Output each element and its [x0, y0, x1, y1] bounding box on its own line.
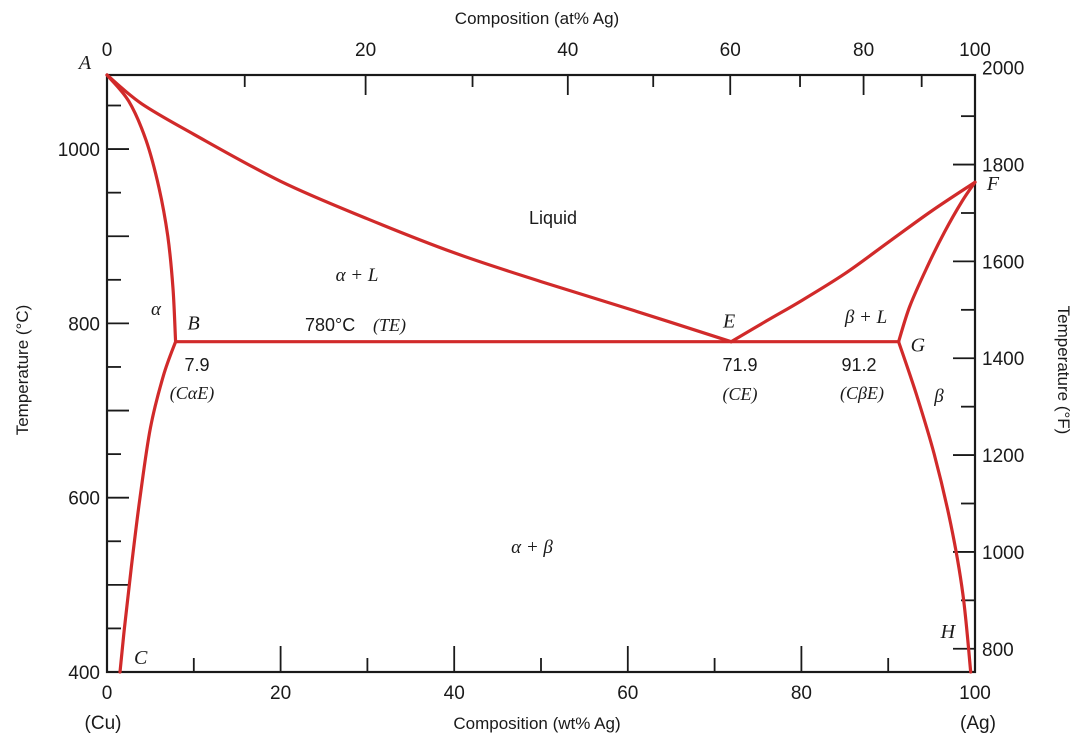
- e-symbol-label: (CE): [723, 384, 758, 405]
- top-tick-label-100: 100: [959, 40, 991, 61]
- point-label-E: E: [722, 311, 735, 333]
- eutectic-temp-label: 780°C: [305, 315, 355, 335]
- right-tick-label-1400: 1400: [982, 349, 1024, 370]
- region-beta-plus-liquid: β + L: [844, 307, 887, 328]
- bottom-tick-label-20: 20: [270, 683, 291, 704]
- boundary-solvus-right: [897, 340, 973, 674]
- bottom-tick-label-60: 60: [617, 683, 638, 704]
- bottom-tick-label-100: 100: [959, 683, 991, 704]
- boundary-solidus-left: [105, 73, 178, 344]
- top-tick-label-40: 40: [557, 40, 578, 61]
- left-axis-title: Temperature (°C): [13, 305, 32, 436]
- b-symbol-label: (CαE): [170, 383, 214, 404]
- region-liquid: Liquid: [529, 208, 577, 228]
- b-value-label: 7.9: [184, 355, 209, 375]
- point-label-A: A: [77, 52, 92, 74]
- region-beta: β: [933, 386, 944, 407]
- left-tick-label-600: 600: [68, 489, 100, 510]
- top-axis-title: Composition (at% Ag): [455, 9, 619, 28]
- point-label-F: F: [986, 173, 1000, 195]
- left-tick-label-800: 800: [68, 314, 100, 335]
- right-tick-label-1800: 1800: [982, 156, 1024, 177]
- top-tick-label-80: 80: [853, 40, 874, 61]
- right-tick-label-1000: 1000: [982, 543, 1024, 564]
- top-tick-label-20: 20: [355, 40, 376, 61]
- point-label-G: G: [911, 335, 926, 357]
- bottom-tick-label-80: 80: [791, 683, 812, 704]
- bottom-axis-title: Composition (wt% Ag): [453, 714, 620, 733]
- region-alpha-plus-liquid: α + L: [336, 265, 379, 286]
- boundary-solvus-left: [118, 340, 178, 674]
- right-tick-label-2000: 2000: [982, 59, 1024, 80]
- left-tick-label-1000: 1000: [58, 140, 100, 161]
- boundary-liquidus-right: [729, 180, 977, 344]
- right-tick-label-1600: 1600: [982, 252, 1024, 273]
- point-label-H: H: [940, 621, 957, 643]
- region-alpha-plus-beta: α + β: [511, 537, 553, 558]
- cu-end-label: (Cu): [85, 713, 122, 734]
- eutectic-temp-symbol: (TE): [373, 315, 406, 336]
- ag-end-label: (Ag): [960, 713, 996, 734]
- boundary-solidus-right: [897, 180, 977, 344]
- bottom-tick-label-0: 0: [102, 683, 113, 704]
- right-axis-title: Temperature (°F): [1054, 306, 1073, 435]
- top-tick-label-60: 60: [720, 40, 741, 61]
- boundary-liquidus-left: [105, 73, 733, 344]
- bottom-tick-label-40: 40: [444, 683, 465, 704]
- right-tick-label-1200: 1200: [982, 446, 1024, 467]
- point-label-C: C: [134, 647, 148, 669]
- point-label-B: B: [187, 313, 199, 335]
- region-alpha: α: [151, 299, 162, 320]
- left-tick-label-400: 400: [68, 663, 100, 684]
- e-value-label: 71.9: [722, 355, 757, 375]
- g-symbol-label: (CβE): [840, 383, 884, 404]
- top-tick-label-0: 0: [102, 40, 113, 61]
- g-value-label: 91.2: [841, 355, 876, 375]
- right-tick-label-800: 800: [982, 640, 1014, 661]
